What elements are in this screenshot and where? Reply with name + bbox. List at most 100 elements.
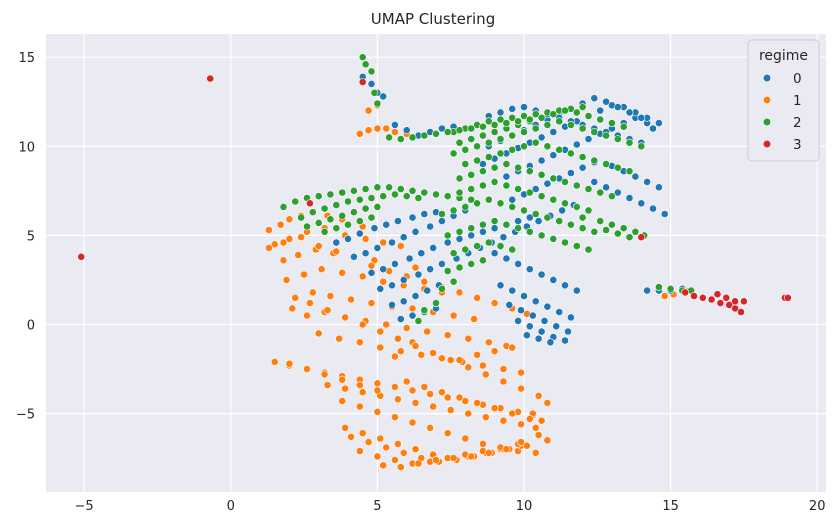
data-point-regime-0 [402, 126, 411, 135]
data-point-regime-1 [464, 334, 473, 343]
data-point-regime-2 [590, 128, 599, 136]
data-point-regime-1 [543, 398, 552, 407]
data-point-regime-0 [467, 231, 476, 240]
data-point-regime-1 [390, 128, 399, 136]
y-tick-label: −5 [16, 408, 35, 423]
data-point-regime-2 [567, 220, 575, 229]
data-point-regime-1 [355, 381, 364, 389]
data-point-regime-1 [373, 407, 382, 416]
data-point-regime-2 [555, 217, 564, 225]
data-point-regime-0 [514, 217, 522, 225]
data-point-regime-1 [390, 455, 399, 464]
data-point-regime-2 [467, 195, 476, 204]
data-point-regime-0 [613, 188, 622, 197]
data-point-regime-2 [367, 194, 376, 202]
data-point-regime-0 [414, 270, 423, 279]
data-point-regime-2 [484, 153, 493, 161]
data-point-regime-2 [508, 245, 517, 254]
data-point-regime-1 [364, 126, 373, 135]
data-point-regime-2 [496, 199, 505, 208]
data-point-regime-2 [367, 213, 376, 222]
data-point-regime-0 [649, 204, 657, 213]
data-point-regime-2 [326, 190, 335, 199]
data-point-regime-2 [496, 242, 505, 250]
data-point-regime-3 [784, 293, 792, 302]
data-point-regime-2 [355, 217, 364, 225]
data-point-regime-2 [514, 163, 522, 172]
data-point-regime-2 [414, 194, 423, 202]
data-point-regime-2 [520, 206, 528, 215]
data-point-regime-2 [502, 160, 511, 168]
data-point-regime-2 [514, 117, 522, 126]
data-point-regime-1 [305, 299, 314, 307]
data-point-regime-2 [549, 195, 558, 204]
data-point-regime-2 [531, 110, 540, 119]
data-point-regime-1 [411, 398, 420, 407]
data-point-regime-1 [382, 124, 391, 133]
series-regime-1 [264, 101, 690, 471]
data-point-regime-3 [716, 299, 725, 307]
data-point-regime-0 [496, 281, 505, 290]
plot-background [46, 34, 826, 492]
data-point-regime-2 [655, 283, 663, 291]
data-point-regime-0 [549, 128, 558, 136]
data-point-regime-0 [643, 286, 651, 295]
data-point-regime-2 [467, 224, 476, 233]
data-point-regime-1 [490, 299, 499, 307]
data-point-regime-1 [379, 277, 388, 286]
data-point-regime-1 [534, 431, 543, 439]
data-point-regime-1 [411, 445, 420, 454]
data-point-regime-2 [478, 167, 487, 176]
data-point-regime-1 [347, 295, 355, 304]
data-point-regime-1 [393, 395, 402, 404]
data-point-regime-2 [584, 245, 593, 254]
data-point-regime-0 [376, 284, 385, 293]
data-point-regime-2 [502, 119, 511, 127]
data-point-regime-2 [543, 213, 552, 222]
data-point-regime-0 [625, 108, 634, 117]
data-point-regime-0 [437, 124, 446, 133]
data-point-regime-1 [393, 439, 402, 448]
data-point-regime-1 [455, 356, 464, 364]
data-point-regime-1 [543, 436, 552, 445]
data-point-regime-2 [455, 227, 464, 236]
data-point-regime-0 [390, 259, 399, 268]
data-point-regime-2 [578, 224, 587, 233]
data-point-regime-0 [534, 334, 543, 343]
data-point-regime-0 [534, 217, 543, 225]
data-point-regime-3 [681, 288, 690, 297]
data-point-regime-2 [531, 124, 540, 133]
data-point-regime-1 [358, 320, 367, 329]
legend-title: regime [759, 48, 808, 64]
data-point-regime-1 [379, 238, 388, 247]
data-point-regime-1 [449, 311, 458, 320]
y-tick-label: 10 [18, 140, 35, 155]
data-point-regime-1 [326, 292, 335, 300]
data-point-regime-1 [393, 334, 402, 343]
data-point-regime-2 [608, 220, 616, 229]
data-point-regime-0 [437, 259, 446, 268]
data-point-regime-2 [590, 156, 599, 165]
data-point-regime-2 [338, 211, 347, 220]
data-point-regime-2 [349, 208, 358, 217]
data-point-regime-1 [276, 220, 285, 229]
data-point-regime-1 [341, 313, 349, 322]
data-point-regime-3 [77, 252, 86, 261]
data-point-regime-1 [467, 452, 476, 461]
data-point-regime-2 [443, 192, 452, 201]
legend-label-0: 0 [793, 71, 802, 87]
data-point-regime-1 [481, 370, 490, 379]
data-point-regime-1 [473, 293, 481, 302]
data-point-regime-1 [341, 384, 349, 393]
data-point-regime-1 [285, 215, 294, 224]
data-point-regime-2 [584, 185, 593, 193]
data-point-regime-0 [531, 185, 540, 193]
data-point-regime-1 [288, 304, 297, 313]
legend-marker-0 [762, 73, 772, 83]
data-point-regime-1 [426, 390, 434, 398]
data-point-regime-0 [423, 286, 432, 295]
data-point-regime-1 [338, 397, 347, 405]
data-point-regime-2 [549, 174, 558, 183]
data-point-regime-2 [490, 121, 499, 129]
